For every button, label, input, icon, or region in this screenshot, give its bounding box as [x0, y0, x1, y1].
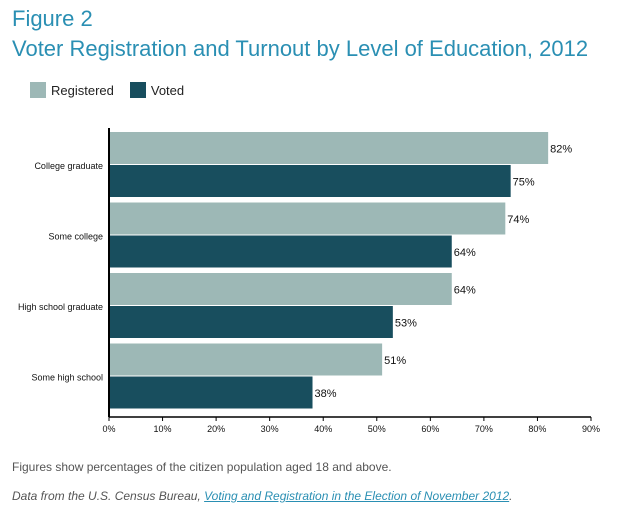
x-tick-label-70: 70% [475, 424, 493, 434]
bar-voted-3 [109, 306, 393, 338]
bar-registered-3 [109, 273, 452, 305]
legend-label-registered: Registered [51, 82, 114, 98]
x-tick-label-40: 40% [314, 424, 332, 434]
bar-registered-1 [109, 132, 549, 164]
legend-item-voted: Voted [129, 82, 185, 98]
category-label-1: College graduate [34, 161, 103, 171]
x-tick-label-90: 90% [582, 424, 600, 434]
bar-voted-4 [109, 376, 313, 409]
x-tick-label-80: 80% [528, 424, 546, 434]
bar-voted-1 [109, 165, 511, 197]
footnote: Figures show percentages of the citizen … [12, 460, 392, 474]
bar-voted-2 [109, 235, 452, 268]
bar-registered-4 [109, 343, 383, 376]
x-tick-label-50: 50% [368, 424, 386, 434]
x-tick-label-30: 30% [261, 424, 279, 434]
figure-label: Figure 2 [12, 6, 93, 31]
category-label-3: High school graduate [18, 302, 103, 312]
x-tick-label-20: 20% [207, 424, 225, 434]
category-label-4: Some high school [31, 373, 103, 383]
category-label-2: Some college [48, 232, 103, 242]
legend: Registered Voted [30, 82, 200, 98]
data-label-registered-2: 74% [507, 214, 529, 226]
x-tick-label-0: 0% [102, 424, 115, 434]
legend-swatch-voted [129, 82, 146, 98]
bar-chart: 82% 75% College graduate 74% 64% Some college… [18, 128, 600, 434]
data-label-voted-2: 64% [454, 247, 476, 259]
data-label-registered-1: 82% [550, 144, 572, 156]
source-suffix: . [509, 489, 513, 503]
data-label-registered-4: 51% [384, 355, 406, 367]
legend-label-voted: Voted [150, 82, 185, 98]
legend-swatch-registered [30, 82, 46, 98]
bar-registered-2 [109, 202, 506, 235]
source-note: Data from the U.S. Census Bureau, Voting… [12, 489, 513, 503]
source-prefix: Data from the U.S. Census Bureau, [12, 489, 205, 503]
chart-title: Voter Registration and Turnout by Level … [12, 36, 589, 61]
data-label-voted-3: 53% [395, 318, 417, 330]
data-label-registered-3: 64% [454, 285, 476, 297]
legend-item-registered: Registered [30, 82, 114, 98]
data-label-voted-1: 75% [513, 177, 535, 189]
x-tick-label-10: 10% [154, 424, 172, 434]
source-link[interactable]: Voting and Registration in the Election … [204, 489, 510, 503]
x-tick-label-60: 60% [421, 424, 439, 434]
data-label-voted-4: 38% [315, 388, 337, 400]
